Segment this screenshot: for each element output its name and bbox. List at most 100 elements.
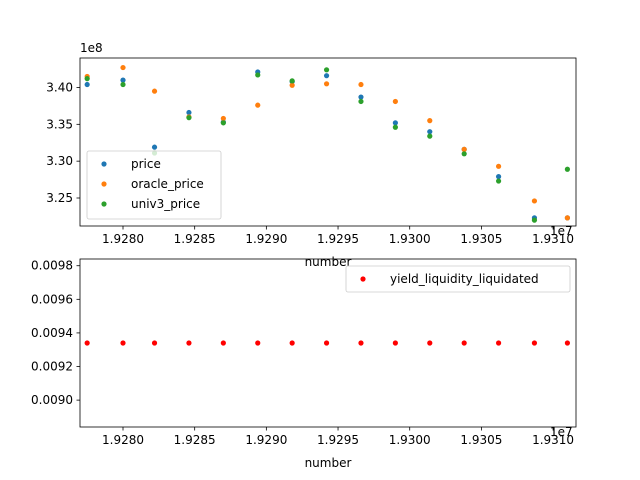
price-legend: price oracle_price univ3_price: [86, 150, 222, 220]
x-tick-label: 1.9295: [317, 433, 359, 447]
y-tick-label: 0.0096: [31, 292, 73, 306]
price-markers: [84, 64, 570, 223]
price-point: [392, 120, 398, 126]
yield_liquidity_liquidated-legend-marker: [360, 276, 366, 282]
oracle_price-legend-marker: [101, 181, 107, 187]
legend-entry-price: price: [131, 157, 161, 171]
univ3_price-point: [358, 98, 364, 105]
x-tick-label: 1.9300: [389, 232, 431, 246]
oracle_price-point: [151, 88, 158, 94]
x-tick-label: 1.9295: [317, 232, 359, 246]
price-y-axis: 3.25 3.30 3.35 3.40: [46, 80, 80, 205]
x-tick-label: 1.9305: [460, 433, 502, 447]
legend-entry-yield_liquidity_liquidated: yield_liquidity_liquidated: [390, 272, 539, 286]
yield_liquidity_liquidated-point: [495, 340, 502, 346]
oracle_price-point: [255, 102, 261, 108]
yield_liquidity_liquidated-point: [564, 340, 570, 346]
price-point: [120, 77, 126, 83]
yield_liquidity_liquidated-point: [289, 340, 295, 346]
univ3_price-point: [120, 81, 126, 88]
univ3_price-point: [289, 78, 295, 84]
price-point: [427, 129, 433, 135]
univ3_price-point: [392, 124, 398, 130]
univ3_price-point: [84, 76, 90, 82]
x-tick-label: 1.9285: [174, 433, 216, 447]
oracle_price-point: [495, 163, 502, 169]
price-x-axis-label: number: [305, 255, 352, 269]
x-tick-label: 1.9285: [174, 232, 216, 246]
oracle_price-point: [392, 98, 398, 105]
univ3_price-point: [323, 67, 330, 73]
univ3_price-point: [564, 166, 570, 172]
price-point: [151, 144, 158, 150]
yield_liquidity_liquidated-point: [323, 340, 330, 346]
yield_liquidity_liquidated-point: [531, 340, 538, 346]
x-tick-label: 1.9305: [460, 232, 502, 246]
univ3_price-legend-marker: [101, 201, 107, 207]
univ3_price-point: [427, 133, 433, 139]
liquidated-x-axis-label: number: [305, 456, 352, 470]
oracle_price-point: [531, 198, 538, 204]
x-tick-label: 1.9310: [532, 232, 574, 246]
yield_liquidity_liquidated-point: [255, 340, 261, 346]
legend-entry-oracle_price: oracle_price: [131, 177, 204, 191]
oracle_price-point: [358, 81, 364, 88]
oracle_price-point: [289, 82, 295, 88]
x-tick-label: 1.9280: [102, 232, 144, 246]
price-panel: 3.25 3.30 3.35 3.40 1.9280 1.9285 1.9290 1.929…: [46, 41, 577, 269]
price-point: [84, 81, 90, 88]
price-y-offset-label: 1e8: [80, 41, 103, 55]
y-tick-label: 3.35: [46, 117, 73, 131]
yield_liquidity_liquidated-point: [220, 340, 226, 346]
oracle_price-point: [323, 81, 330, 87]
oracle_price-point: [564, 215, 570, 221]
liquidated-panel-frame: [79, 258, 577, 428]
yield_liquidity_liquidated-point: [84, 340, 90, 346]
liquidated-x-offset-label: 1e7: [550, 425, 573, 439]
yield_liquidity_liquidated-point: [427, 340, 433, 346]
price-x-axis: 1.9280 1.9285 1.9290 1.9295 1.9300 1.9305 1.93…: [102, 226, 574, 246]
x-tick-label: 1.9300: [389, 433, 431, 447]
yield_liquidity_liquidated-point: [358, 340, 364, 346]
y-tick-label: 0.0092: [31, 360, 73, 374]
yield_liquidity_liquidated-point: [392, 340, 398, 346]
liquidated-legend: yield_liquidity_liquidated: [345, 265, 571, 293]
oracle_price-point: [220, 115, 226, 122]
y-tick-label: 0.0098: [31, 259, 73, 273]
liquidated-y-axis: 0.0090 0.0092 0.0094 0.0096 0.0098: [31, 259, 80, 407]
price-point: [323, 73, 330, 79]
x-tick-label: 1.9290: [245, 232, 287, 246]
univ3_price-point: [461, 151, 467, 157]
price-point: [495, 174, 502, 180]
y-tick-label: 0.0094: [31, 326, 73, 340]
legend-box: [86, 150, 222, 220]
univ3_price-point: [220, 120, 226, 126]
oracle_price-point: [427, 118, 433, 124]
x-tick-label: 1.9290: [245, 433, 287, 447]
legend-box: [345, 265, 571, 293]
price-point: [186, 109, 192, 116]
y-tick-label: 3.30: [46, 154, 73, 168]
x-tick-label: 1.9280: [102, 433, 144, 447]
y-tick-label: 0.0090: [31, 393, 73, 407]
price-legend-marker: [101, 161, 107, 167]
liquidated-markers: [84, 340, 570, 346]
x-tick-label: 1.9310: [532, 433, 574, 447]
univ3_price-point: [186, 115, 192, 121]
yield_liquidity_liquidated-point: [186, 340, 192, 346]
univ3_price-point: [495, 178, 502, 184]
y-tick-label: 3.40: [46, 80, 73, 94]
y-tick-label: 3.25: [46, 191, 73, 205]
price-x-offset-label: 1e7: [550, 224, 573, 238]
yield_liquidity_liquidated-point: [151, 340, 158, 346]
price-panel-frame: [79, 57, 577, 227]
univ3_price-point: [255, 72, 261, 78]
yield_liquidity_liquidated-point: [120, 340, 126, 346]
liquidated-x-axis: 1.9280 1.9285 1.9290 1.9295 1.9300 1.9305 1.93…: [102, 427, 574, 447]
legend-entry-univ3_price: univ3_price: [131, 197, 200, 211]
oracle_price-point: [120, 64, 126, 71]
yield_liquidity_liquidated-point: [461, 340, 467, 346]
